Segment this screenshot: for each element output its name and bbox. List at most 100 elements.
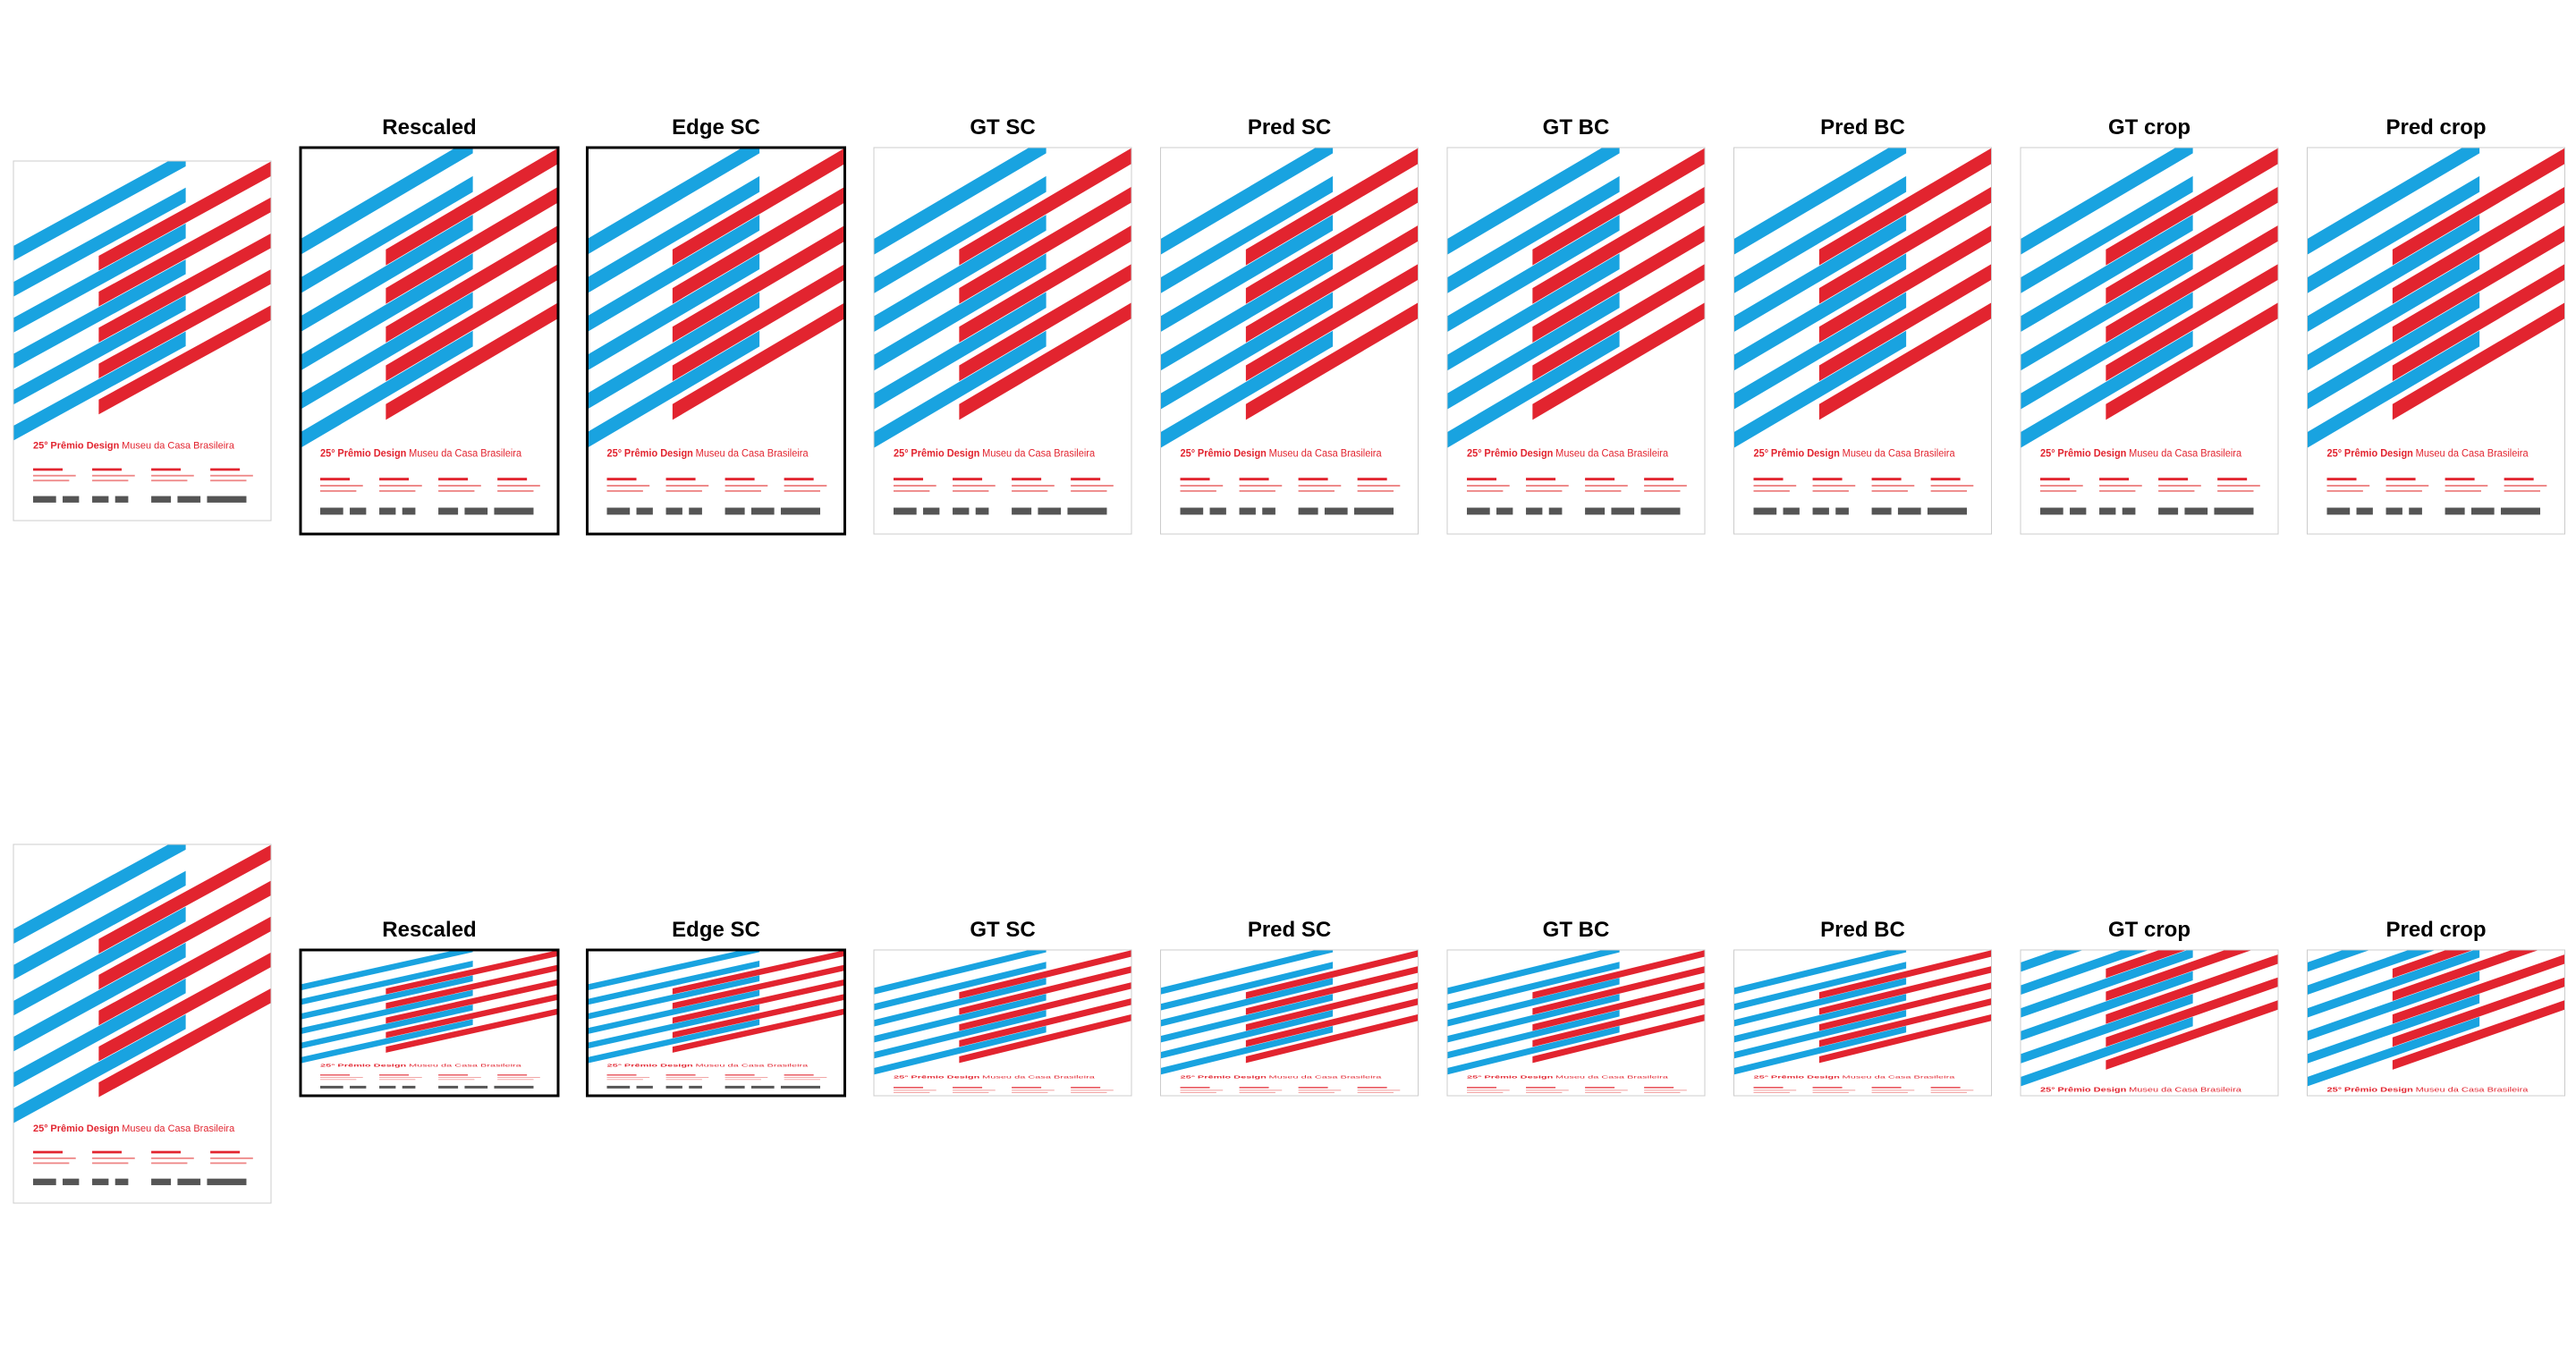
poster-info [1644, 1087, 1674, 1089]
poster-info [1357, 478, 1387, 481]
poster: 25° Prêmio Design Museu da Casa Brasileira [1733, 148, 1992, 534]
poster-number: 25° [894, 1074, 909, 1080]
poster-info [1298, 478, 1328, 481]
poster-number: 25° [1754, 448, 1769, 459]
poster-logo [1496, 1099, 1513, 1102]
poster-info [2158, 489, 2195, 492]
poster-info [210, 468, 241, 471]
stripe [1447, 1025, 1620, 1075]
poster-info [1526, 489, 1563, 492]
stripe [587, 175, 760, 293]
poster: 25° Prêmio Design Museu da Casa Brasileira [874, 148, 1131, 534]
stripe [301, 330, 473, 448]
poster-regular: Museu da Casa Brasileira [1843, 448, 1956, 459]
poster-logo [1209, 507, 1226, 515]
poster-info [2099, 1104, 2129, 1106]
poster-info [1467, 485, 1510, 487]
poster-info [438, 1074, 469, 1076]
poster-info [1812, 1091, 1849, 1093]
stripe [959, 997, 1131, 1047]
panel-title: Pred BC [1820, 115, 1905, 140]
stripe [1532, 225, 1705, 343]
stripe [1245, 997, 1419, 1047]
poster-logo [2214, 1122, 2253, 1126]
stripe [959, 982, 1131, 1031]
poster-info [894, 485, 936, 487]
poster-logo [1526, 1099, 1542, 1102]
stripe [672, 964, 845, 1009]
poster-logo [379, 1085, 396, 1089]
poster-info [2217, 485, 2260, 487]
stripe [301, 1004, 473, 1049]
panel-title: GT SC [970, 918, 1035, 942]
poster: 25° Prêmio Design Museu da Casa Brasileira [13, 161, 271, 521]
poster-regular: Museu da Casa Brasileira [2416, 1086, 2529, 1093]
panel-border [2307, 147, 2565, 535]
poster-logo [2040, 507, 2063, 515]
stripe [1818, 966, 1992, 1015]
stripe [98, 844, 271, 954]
poster-info [2386, 1111, 2422, 1112]
poster-number: 25° [33, 1123, 48, 1134]
poster-info [1239, 1087, 1269, 1089]
poster-info [2385, 478, 2416, 481]
poster-info [1871, 1089, 1915, 1091]
stripe [13, 1014, 186, 1123]
poster-info [151, 1157, 194, 1159]
poster-info [2385, 489, 2422, 492]
poster-info [894, 1087, 924, 1089]
stripe [1160, 962, 1334, 1011]
poster-logo [1611, 507, 1635, 515]
panel-border [13, 844, 272, 1204]
poster-info [1930, 1089, 1974, 1091]
poster-logo [1012, 507, 1032, 515]
poster-logo [1783, 507, 1800, 515]
poster-regular: Museu da Casa Brasileira [1269, 1074, 1382, 1080]
poster-number: 25° [1181, 448, 1196, 459]
poster-bold: Prêmio Design [1198, 448, 1267, 459]
poster-info [665, 1074, 696, 1076]
panel-border [1733, 147, 1992, 535]
poster-info [953, 478, 983, 481]
poster-logo [636, 507, 653, 515]
poster-info [2385, 485, 2429, 487]
poster-logo [976, 1099, 989, 1102]
panel-title: Edge SC [672, 918, 760, 942]
poster-info [320, 1074, 351, 1076]
poster-info [1180, 1091, 1216, 1093]
poster-info [1753, 1089, 1797, 1091]
stripe [1447, 330, 1620, 448]
stripe [2106, 186, 2278, 304]
poster: 25° Prêmio Design Museu da Casa Brasileira [1733, 950, 1992, 1096]
stripe [1160, 175, 1334, 293]
stripe [672, 302, 845, 420]
poster-info [894, 1089, 936, 1091]
poster-regular: Museu da Casa Brasileira [696, 448, 809, 459]
stripe [1160, 330, 1334, 448]
stripe [301, 1019, 473, 1064]
poster-info [1812, 1089, 1856, 1091]
stripe [1447, 978, 1620, 1027]
poster-info [2445, 1111, 2481, 1112]
panel-border [1446, 949, 1706, 1097]
poster-info [1012, 1089, 1055, 1091]
stripe [1532, 982, 1705, 1031]
panel-border [586, 948, 846, 1098]
stripe [1532, 997, 1705, 1047]
poster-logo [1611, 1099, 1634, 1102]
poster-info [92, 474, 135, 477]
poster-info [1180, 489, 1216, 492]
poster-info [320, 1079, 357, 1081]
poster-info [2158, 478, 2189, 481]
poster-info [1357, 485, 1401, 487]
stripe [2307, 148, 2480, 255]
poster-info [665, 485, 709, 487]
poster-logo [2357, 1122, 2373, 1126]
stripe [2307, 215, 2480, 333]
poster-info [2158, 1108, 2201, 1109]
poster-info [2445, 1104, 2475, 1106]
stripe [386, 264, 558, 382]
poster-logo [2214, 507, 2254, 515]
poster-info [210, 1150, 241, 1154]
poster-logo [379, 507, 396, 515]
